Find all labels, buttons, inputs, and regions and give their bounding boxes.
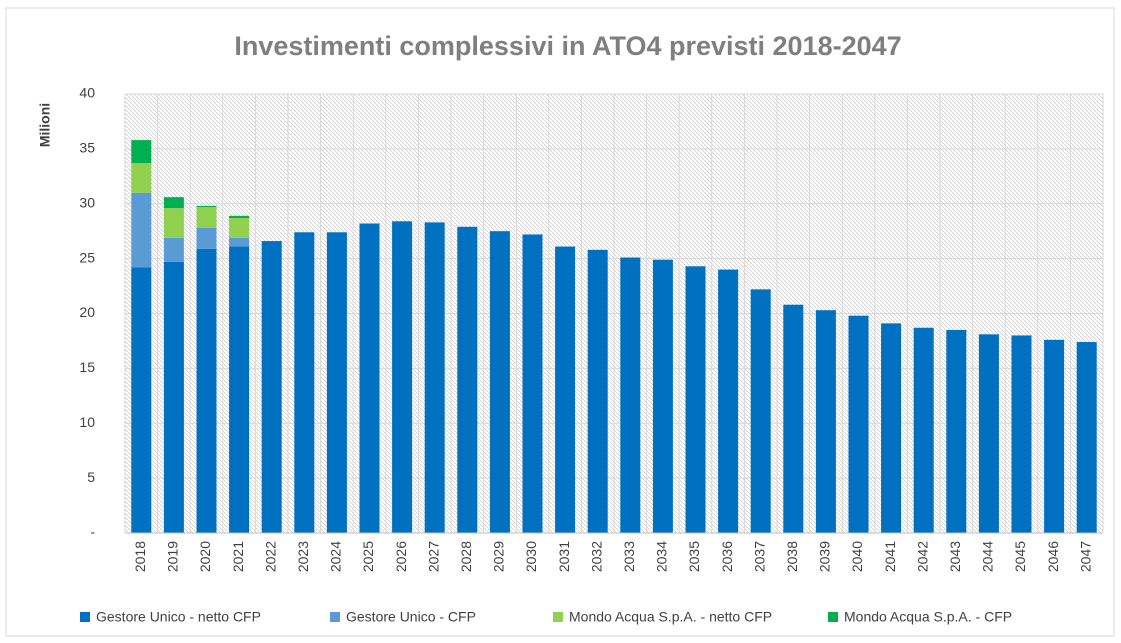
bar-segment — [555, 246, 576, 534]
x-tick-label: 2045 — [1012, 541, 1028, 572]
x-tick-label: 2034 — [654, 541, 670, 572]
x-tick-label: 2033 — [621, 541, 637, 572]
bar-segment — [718, 269, 739, 533]
bar-segment — [131, 163, 152, 193]
y-tick-label: 40 — [79, 85, 95, 101]
bar-segment — [131, 140, 152, 164]
legend-swatch — [553, 612, 563, 622]
bar-segment — [783, 304, 804, 533]
bar-segment — [131, 192, 152, 268]
bar-segment — [522, 234, 543, 534]
legend-label: Gestore Unico - CFP — [346, 609, 476, 625]
y-tick-label: 15 — [79, 359, 95, 375]
bar-segment — [1011, 335, 1032, 533]
x-tick-label: 2022 — [262, 541, 278, 572]
x-tick-label: 2041 — [882, 541, 898, 572]
y-tick-label: 35 — [79, 140, 95, 156]
x-tick-label: 2038 — [784, 541, 800, 572]
y-axis-label: Milioni — [37, 103, 53, 147]
x-tick-label: 2019 — [165, 541, 181, 572]
bar-segment — [685, 266, 706, 533]
bar-segment — [1044, 339, 1065, 533]
x-tick-label: 2021 — [230, 541, 246, 572]
bar-segment — [359, 223, 380, 533]
x-tick-label: 2030 — [523, 541, 539, 572]
x-tick-label: 2044 — [980, 541, 996, 572]
bar-segment — [163, 197, 184, 209]
bar-segment — [229, 218, 250, 238]
chart-title: Investimenti complessivi in ATO4 previst… — [234, 31, 901, 61]
legend-swatch — [828, 612, 838, 622]
x-tick-label: 2037 — [751, 541, 767, 572]
bar-segment — [1076, 342, 1097, 533]
x-tick-label: 2046 — [1045, 541, 1061, 572]
bar-segment — [392, 221, 413, 533]
bar-segment — [196, 248, 217, 533]
x-tick-label: 2018 — [132, 541, 148, 572]
bar-segment — [196, 227, 217, 249]
bar-segment — [978, 334, 999, 533]
y-tick-label: 25 — [79, 249, 95, 265]
legend-swatch — [80, 612, 90, 622]
bar-segment — [457, 226, 478, 534]
bar-segment — [424, 222, 445, 533]
y-tick-label: 20 — [79, 304, 95, 320]
bar-segment — [848, 315, 869, 533]
x-tick-label: 2020 — [197, 541, 213, 572]
bar-segment — [750, 289, 771, 533]
bar-segment — [163, 237, 184, 262]
bar-segment — [196, 205, 217, 208]
bar-segment — [946, 329, 967, 533]
x-tick-label: 2026 — [393, 541, 409, 572]
bar-segment — [196, 207, 217, 228]
x-tick-label: 2039 — [817, 541, 833, 572]
bar-segment — [261, 241, 282, 533]
bar-segment — [489, 231, 510, 533]
legend-swatch — [330, 612, 340, 622]
bar-segment — [620, 257, 641, 533]
x-tick-label: 2025 — [360, 541, 376, 572]
x-tick-label: 2047 — [1077, 541, 1093, 572]
x-tick-label: 2029 — [491, 541, 507, 572]
legend-label: Mondo Acqua S.p.A. - netto CFP — [569, 609, 772, 625]
x-tick-label: 2027 — [425, 541, 441, 572]
bar-segment — [163, 208, 184, 238]
bar-segment — [229, 215, 250, 219]
y-tick-label: 30 — [79, 194, 95, 210]
x-tick-label: 2031 — [556, 541, 572, 572]
bar-segment — [815, 310, 836, 533]
x-tick-label: 2043 — [947, 541, 963, 572]
legend-label: Gestore Unico - netto CFP — [96, 609, 261, 625]
bar-segment — [229, 246, 250, 534]
x-tick-label: 2032 — [588, 541, 604, 572]
bar-segment — [229, 237, 250, 247]
bar-segment — [587, 249, 608, 533]
bar-segment — [163, 261, 184, 533]
x-tick-label: 2036 — [719, 541, 735, 572]
y-tick-label: - — [90, 524, 95, 540]
bar-segment — [326, 232, 347, 533]
x-tick-label: 2042 — [914, 541, 930, 572]
x-tick-label: 2023 — [295, 541, 311, 572]
y-tick-label: 5 — [87, 469, 95, 485]
bar-segment — [881, 323, 902, 533]
x-tick-label: 2035 — [686, 541, 702, 572]
y-tick-label: 10 — [79, 414, 95, 430]
x-tick-label: 2024 — [328, 541, 344, 572]
legend-label: Mondo Acqua S.p.A. - CFP — [844, 609, 1012, 625]
bar-segment — [652, 259, 673, 533]
x-tick-label: 2040 — [849, 541, 865, 572]
x-tick-label: 2028 — [458, 541, 474, 572]
bar-segment — [294, 232, 315, 533]
bar-segment — [131, 267, 152, 533]
bar-segment — [913, 327, 934, 533]
